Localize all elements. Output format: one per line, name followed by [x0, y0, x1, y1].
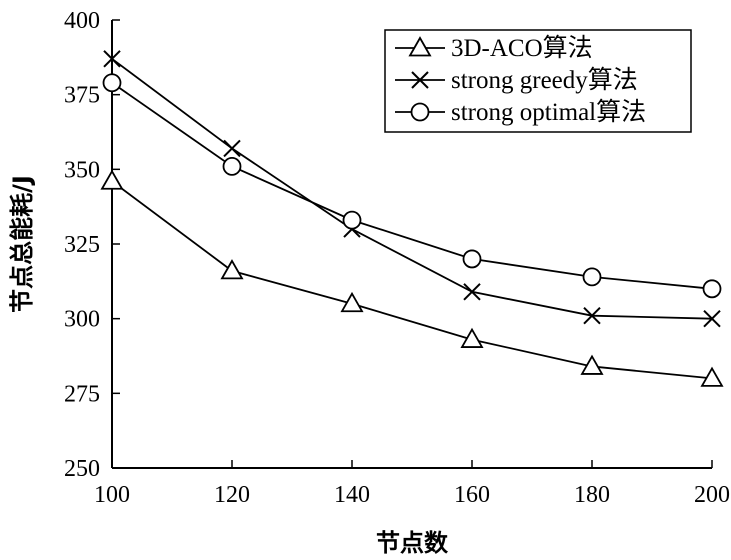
- data-point-triangle: [340, 291, 364, 313]
- data-point-circle: [702, 279, 722, 299]
- legend-label: strong greedy算法: [451, 66, 638, 94]
- data-point-circle: [222, 156, 242, 176]
- legend-item: strong optimal算法: [395, 98, 646, 126]
- legend-item: strong greedy算法: [395, 66, 638, 94]
- x-tick-label: 100: [94, 482, 130, 508]
- x-marker-stroke: [103, 50, 121, 68]
- y-tick-label: 400: [64, 8, 100, 34]
- data-point-x: [103, 50, 121, 68]
- data-point-x: [703, 309, 721, 328]
- series-line: [111, 58, 713, 320]
- legend: 3D-ACO算法 strong greedy算法 strong optimal算法: [384, 29, 692, 133]
- y-tick-label: 300: [64, 307, 100, 333]
- data-point-circle: [582, 267, 602, 287]
- legend-items: 3D-ACO算法 strong greedy算法 strong optimal算法: [395, 34, 646, 126]
- x-marker-stroke: [223, 139, 241, 158]
- data-point-triangle: [100, 169, 124, 190]
- x-tick-label: 120: [214, 482, 250, 508]
- data-point-triangle: [580, 354, 604, 375]
- series-circle: [102, 73, 722, 299]
- x-tick-label: 140: [334, 482, 370, 508]
- legend-label: strong optimal算法: [451, 98, 646, 126]
- x-tick-label: 200: [694, 482, 730, 508]
- series-line: [111, 81, 713, 290]
- legend-marker-x: [411, 71, 429, 89]
- data-point-triangle: [460, 327, 484, 348]
- x-tick-label: 180: [574, 482, 610, 508]
- legend-label: 3D-ACO算法: [451, 34, 593, 62]
- y-tick-label: 375: [64, 83, 100, 109]
- data-point-triangle: [220, 259, 244, 280]
- y-tick-label: 275: [64, 381, 100, 407]
- legend-marker-triangle: [408, 36, 432, 57]
- data-point-circle: [342, 210, 362, 230]
- x-axis-title: 节点数: [376, 529, 449, 557]
- x-marker-stroke: [463, 283, 481, 301]
- x-marker-stroke: [703, 309, 721, 328]
- data-point-x: [463, 283, 481, 301]
- data-point-x: [583, 306, 601, 325]
- series-layer: [100, 50, 724, 387]
- data-point-x: [223, 139, 241, 158]
- y-tick-label: 325: [64, 232, 100, 258]
- data-point-circle: [462, 249, 482, 269]
- series-line: [111, 180, 713, 380]
- series-triangle: [100, 169, 724, 387]
- data-point-triangle: [700, 366, 724, 387]
- legend-box: [384, 29, 692, 133]
- legend-item: 3D-ACO算法: [395, 34, 593, 62]
- x-axis-ticks: 100 120 140 160 180 200: [94, 460, 730, 508]
- y-tick-label: 250: [64, 456, 100, 482]
- y-axis-ticks: 250 275 300 325 350 375 400: [64, 8, 120, 482]
- x-marker-stroke: [411, 71, 429, 89]
- y-tick-label: 350: [64, 157, 100, 183]
- x-tick-label: 160: [454, 482, 490, 508]
- legend-marker-circle: [410, 102, 430, 122]
- y-axis-title: 节点总能耗/J: [8, 175, 36, 313]
- data-point-circle: [102, 73, 122, 93]
- x-marker-stroke: [583, 306, 601, 325]
